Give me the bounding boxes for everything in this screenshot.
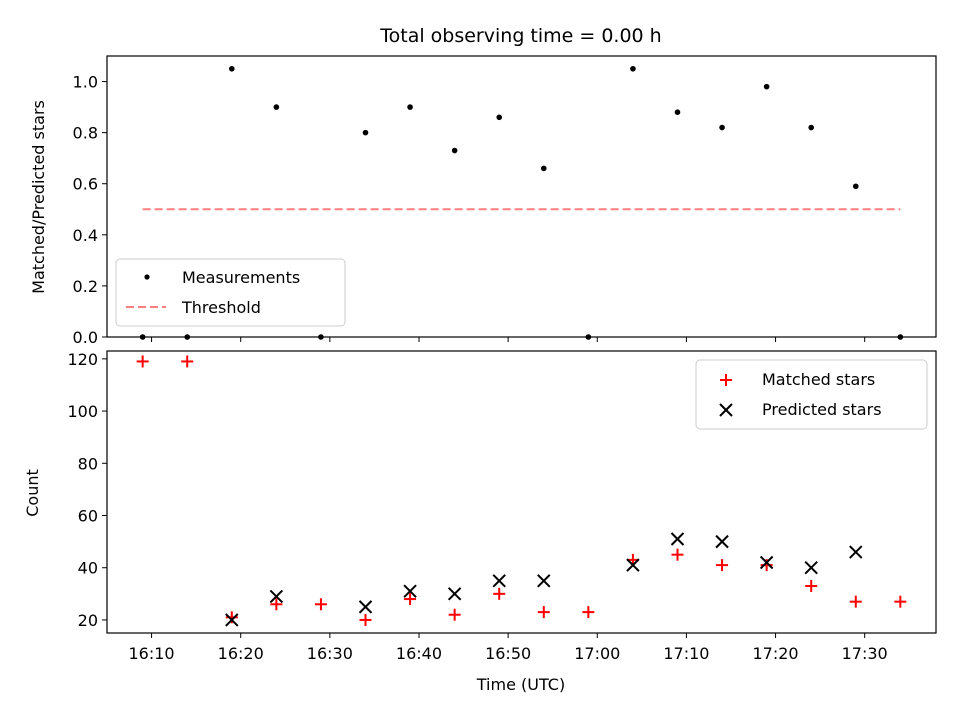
predicted-star-point	[358, 600, 373, 614]
x-tick-label: 16:40	[396, 644, 442, 663]
matched-star-point	[359, 613, 372, 626]
predicted-star-point	[849, 545, 863, 559]
matched-star-point	[448, 608, 461, 621]
x-tick-label: 16:50	[485, 644, 531, 663]
matched-legend-marker	[720, 374, 732, 386]
matched-star-point	[805, 580, 818, 592]
measurement-point	[362, 129, 369, 136]
predicted-legend-marker	[719, 403, 733, 417]
measurement-point	[719, 124, 725, 131]
count-y-tick-label: 60	[78, 507, 98, 526]
matched-star-point	[537, 606, 550, 619]
measurement-point	[273, 104, 280, 110]
x-tick-label: 17:10	[663, 644, 709, 663]
measurement-point	[630, 65, 636, 72]
count-marks	[136, 355, 907, 627]
ratio-y-tick-label: 0.0	[73, 328, 98, 347]
ratio-legend: Measurements Threshold	[115, 258, 346, 327]
count-panel: 20 40 60 80 100 120 16:10 16:20 16:30 16:40 16:50…	[23, 350, 937, 694]
x-axis-label: Time (UTC)	[476, 675, 565, 694]
matched-legend-label: Matched stars	[762, 370, 875, 389]
x-tick-label: 17:30	[842, 644, 888, 663]
matched-star-point	[849, 595, 862, 608]
ratio-y-tick-label: 0.6	[73, 175, 98, 194]
count-y-tick-label: 120	[67, 350, 98, 369]
x-tick-label: 16:20	[218, 644, 264, 663]
measurement-point	[763, 83, 770, 90]
matched-star-point	[181, 355, 194, 368]
predicted-star-point	[269, 589, 284, 604]
x-tick-label: 16:30	[307, 644, 353, 663]
ratio-y-tick-label: 1.0	[73, 73, 98, 92]
matched-star-point	[716, 559, 729, 572]
measurement-point	[496, 114, 503, 121]
predicted-star-point	[804, 561, 818, 575]
predicted-star-point	[225, 613, 239, 627]
predicted-star-point	[715, 534, 729, 549]
predicted-star-point	[670, 532, 685, 546]
matched-star-point	[894, 595, 907, 608]
ratio-axes-frame	[106, 55, 937, 338]
ratio-legend-box	[115, 258, 346, 327]
measurement-point	[407, 104, 413, 110]
threshold-legend-label: Threshold	[181, 298, 261, 317]
count-y-tick-label: 40	[78, 559, 98, 578]
ratio-y-tick-label: 0.4	[73, 226, 98, 245]
chart-title: Total observing time = 0.00 h	[379, 25, 661, 47]
measurements-legend-marker	[144, 274, 150, 280]
ratio-y-tick-label: 0.2	[73, 277, 98, 296]
matched-star-point	[136, 355, 149, 368]
count-y-axis-label: Count	[23, 469, 42, 517]
matched-star-point	[404, 593, 417, 606]
measurement-point	[228, 65, 235, 72]
measurement-point	[451, 147, 458, 154]
predicted-star-point	[403, 584, 417, 598]
x-tick-label: 16:10	[129, 644, 175, 663]
matched-star-point	[314, 598, 327, 611]
measurement-point	[808, 124, 815, 131]
measurements-legend-label: Measurements	[182, 268, 300, 287]
measurement-point	[674, 109, 681, 115]
ratio-y-ticks: 0.0 0.2 0.4 0.6 0.8 1.0	[73, 73, 107, 347]
predicted-star-point	[492, 574, 506, 588]
predicted-legend-label: Predicted stars	[762, 400, 882, 419]
ratio-y-axis-label: Matched/Predicted stars	[29, 100, 48, 294]
matched-star-point	[493, 587, 506, 600]
count-axes-frame	[106, 350, 937, 634]
measurement-point	[852, 183, 859, 190]
predicted-star-point	[447, 587, 462, 601]
predicted-star-point	[626, 558, 640, 572]
count-legend-box	[695, 359, 928, 430]
predicted-star-point	[759, 555, 774, 570]
matched-star-point	[671, 548, 684, 561]
matched-star-point	[270, 598, 283, 611]
count-y-tick-label: 20	[78, 611, 98, 630]
count-y-tick-label: 100	[67, 402, 98, 421]
predicted-star-point	[537, 574, 551, 588]
count-legend: Matched stars Predicted stars	[695, 359, 928, 430]
count-y-tick-label: 80	[78, 454, 98, 473]
count-x-ticks: 16:10 16:20 16:30 16:40 16:50 17:00 17:10 17:20…	[129, 633, 888, 663]
ratio-x-ticks	[151, 337, 866, 342]
count-y-ticks: 20 40 60 80 100 120	[67, 350, 107, 630]
measurement-point	[540, 165, 547, 172]
ratio-panel: Total observing time = 0.00 h 0.00.20.40…	[29, 25, 937, 347]
matched-star-point	[582, 606, 595, 619]
x-tick-label: 17:00	[574, 644, 620, 663]
ratio-y-tick-label: 0.8	[73, 124, 98, 143]
x-tick-label: 17:20	[752, 644, 798, 663]
